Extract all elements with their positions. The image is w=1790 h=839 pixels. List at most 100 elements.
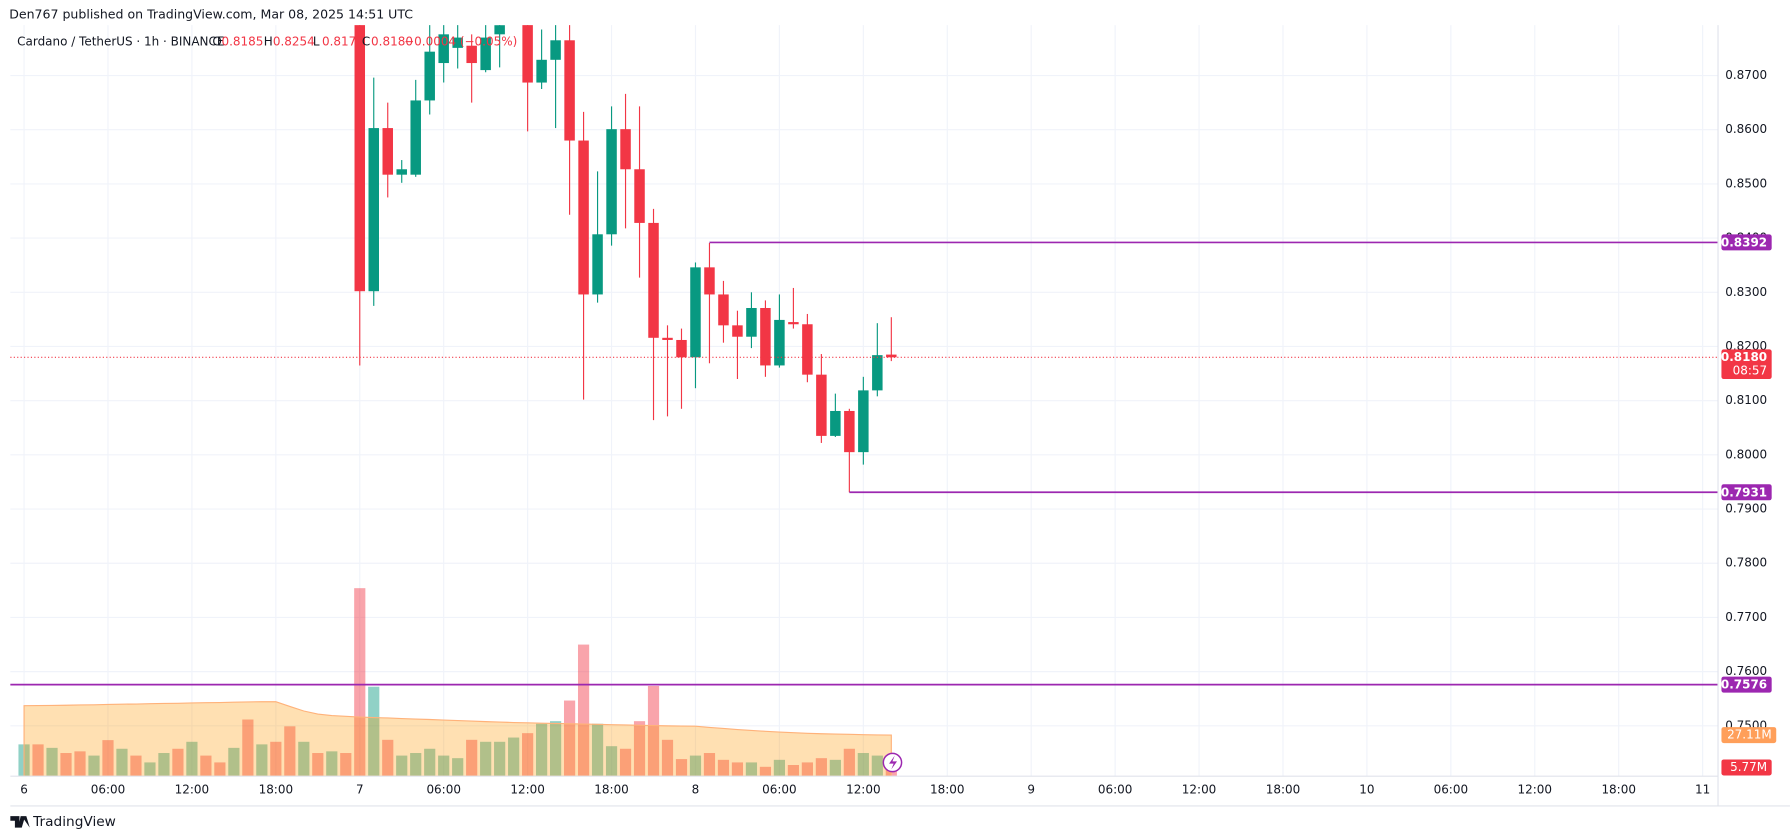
volume-ma-box (1721, 727, 1777, 744)
x-tick-label: 06:00 (762, 782, 797, 796)
candle-body (620, 129, 631, 170)
volume-bar (60, 753, 72, 777)
volume-bar (661, 739, 674, 777)
volume-bar (563, 700, 576, 777)
volume-bar (270, 741, 282, 777)
grid (10, 25, 1719, 777)
y-tick-label: 0.7700 (1725, 610, 1767, 624)
y-tick-label: 0.8300 (1725, 285, 1767, 299)
volume-bar (689, 755, 702, 777)
x-tick-label: 06:00 (1434, 782, 1469, 796)
volume-bar (508, 737, 520, 777)
volume-bar (88, 755, 100, 777)
volume-bar (731, 762, 744, 777)
volume-bar (382, 739, 394, 777)
candle-body (704, 267, 715, 295)
volume-bar (312, 753, 324, 777)
candle-body (564, 40, 575, 141)
volume-bar (857, 753, 869, 777)
y-tick-label: 0.8700 (1725, 68, 1767, 82)
volume-bar (368, 686, 380, 777)
y-tick-label: 0.8600 (1725, 122, 1767, 136)
candles (354, 25, 897, 493)
volume-bar (256, 744, 268, 777)
ohlc-value: 0.8185 (222, 35, 264, 49)
candle-body (522, 25, 533, 83)
candle-body (578, 140, 589, 295)
volume-bar (396, 755, 408, 777)
ohlc-label: H (264, 35, 273, 49)
ohlc-label: L (313, 35, 320, 49)
volume-bar (186, 741, 198, 777)
brand: TradingView (32, 814, 116, 830)
volume-bar (787, 764, 799, 777)
volume-bar (717, 759, 730, 777)
volume-bar (172, 748, 184, 777)
x-tick-label: 12:00 (175, 782, 210, 796)
volume-bar (354, 588, 366, 777)
price-label: 0.7931 (1721, 485, 1767, 499)
y-tick-label: 0.8100 (1725, 393, 1767, 407)
price-label-box (1721, 234, 1772, 251)
price-label-box (1721, 484, 1772, 501)
volume-bar (871, 755, 883, 777)
candle-body (592, 234, 603, 295)
volume-bar (550, 721, 562, 777)
price-label-box (1721, 676, 1772, 693)
price-label: 0.8392 (1721, 235, 1767, 249)
volume-bar (130, 755, 142, 777)
volume-bar (843, 748, 855, 777)
candle-body (718, 294, 729, 326)
volume-bar (46, 747, 58, 777)
candle-body (830, 410, 841, 436)
volume-bar (438, 755, 450, 777)
volume-ma-area (23, 701, 892, 777)
volume-bar (424, 748, 436, 777)
volume-bar (522, 733, 534, 777)
x-tick-label: 06:00 (426, 782, 461, 796)
volume-bar (605, 746, 618, 777)
x-tick-label: 7 (356, 782, 364, 796)
candle-body (886, 354, 897, 358)
volume-bar (116, 748, 128, 777)
volume-bar (801, 762, 813, 777)
candle-body (676, 339, 687, 358)
x-tick-label: 11 (1695, 782, 1710, 796)
candle-body (872, 355, 883, 391)
candle-body (410, 100, 421, 175)
candle-body (438, 34, 449, 64)
volume-bar (298, 741, 310, 777)
volume-bar (745, 762, 758, 777)
x-tick-label: 18:00 (930, 782, 965, 796)
volume-bar (703, 753, 716, 777)
candle-body (774, 319, 785, 366)
x-tick-label: 9 (1027, 782, 1035, 796)
y-tick-label: 0.7800 (1725, 556, 1767, 570)
volume-bar (340, 753, 352, 777)
price-label: 0.7576 (1721, 678, 1767, 692)
volume-bar (228, 747, 240, 777)
logo-mark (10, 816, 30, 828)
candle-body (550, 40, 561, 60)
candle-body (858, 390, 869, 453)
volume-bar (647, 685, 660, 777)
candle-body (382, 128, 393, 175)
candle-body (480, 37, 491, 71)
volume-bar (466, 739, 478, 777)
y-tick-label: 0.7900 (1725, 502, 1767, 516)
current-price-box (1721, 349, 1772, 379)
y-tick-label: 0.8000 (1725, 447, 1767, 461)
volume-bar (32, 744, 44, 777)
volume-bar (102, 740, 114, 777)
volume-pane (18, 588, 897, 777)
volume-bar (591, 723, 604, 777)
volume-bar (284, 726, 296, 777)
candle-body (634, 169, 645, 223)
volume-bar (326, 751, 338, 777)
chart-title: Cardano / TetherUS · 1h · BINANCE (17, 35, 224, 49)
candle-body (690, 267, 701, 358)
candle-body (844, 410, 855, 453)
candle-body (816, 374, 827, 436)
